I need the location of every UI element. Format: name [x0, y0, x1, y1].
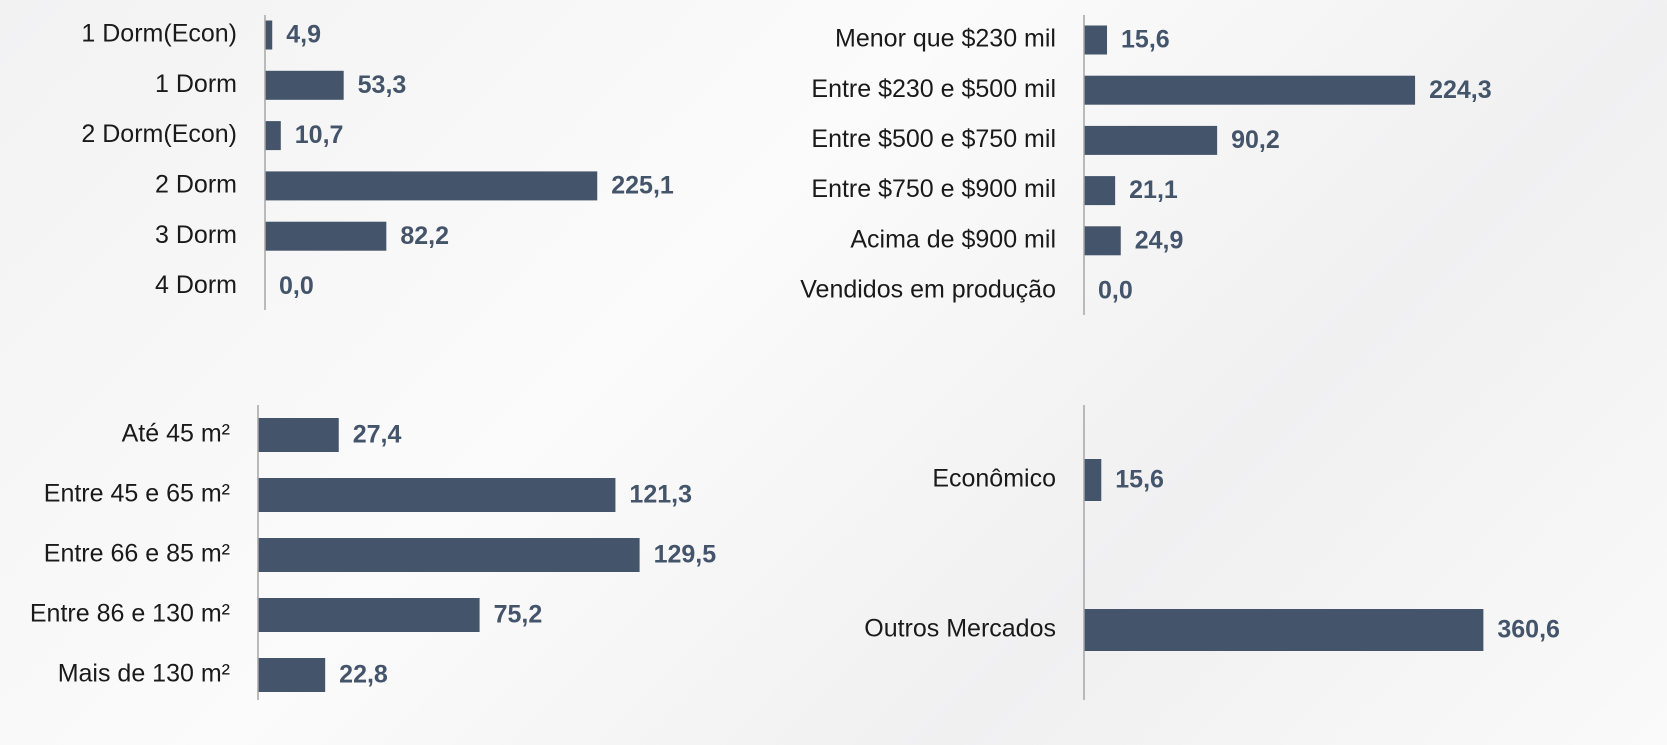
bar — [258, 538, 640, 572]
category-label: Menor que $230 mil — [835, 25, 1056, 53]
value-label: 121,3 — [629, 481, 692, 509]
category-label: Outros Mercados — [864, 615, 1056, 643]
value-label: 82,2 — [400, 222, 449, 250]
bar — [265, 70, 344, 100]
bar — [1084, 125, 1218, 155]
category-label: 2 Dorm — [155, 171, 237, 199]
value-label: 24,9 — [1135, 226, 1184, 254]
value-label: 53,3 — [358, 71, 407, 99]
category-label: Entre 86 e 130 m² — [30, 600, 230, 628]
category-label: Entre $750 e $900 mil — [811, 175, 1056, 203]
value-label: 22,8 — [339, 661, 388, 689]
bar — [258, 598, 480, 632]
category-label: 4 Dorm — [155, 271, 237, 299]
bar — [1084, 609, 1484, 651]
value-label: 360,6 — [1497, 616, 1560, 644]
category-label: 1 Dorm — [155, 70, 237, 98]
category-label: Entre 45 e 65 m² — [44, 480, 230, 508]
value-label: 15,6 — [1115, 466, 1164, 494]
bar — [265, 171, 598, 201]
category-label: 2 Dorm(Econ) — [81, 120, 237, 148]
value-label: 0,0 — [1098, 277, 1133, 305]
bar — [1084, 25, 1108, 55]
value-label: 0,0 — [279, 272, 314, 300]
bar — [258, 478, 616, 512]
bar — [258, 418, 339, 452]
value-label: 15,6 — [1121, 26, 1170, 54]
category-label: Entre 66 e 85 m² — [44, 540, 230, 568]
value-label: 225,1 — [611, 172, 674, 200]
value-label: 224,3 — [1429, 76, 1492, 104]
bar — [1084, 459, 1102, 501]
value-label: 4,9 — [286, 21, 321, 49]
category-label: Entre $500 e $750 mil — [811, 125, 1056, 153]
bar — [1084, 75, 1416, 105]
category-label: 3 Dorm — [155, 221, 237, 249]
bar — [1084, 226, 1121, 256]
category-label: Acima de $900 mil — [850, 225, 1056, 253]
bar — [258, 658, 326, 692]
value-label: 129,5 — [654, 541, 717, 569]
category-label: Mais de 130 m² — [58, 660, 230, 688]
value-label: 27,4 — [353, 421, 402, 449]
category-label: Vendidos em produção — [800, 276, 1056, 304]
value-label: 10,7 — [295, 121, 344, 149]
category-label: Entre $230 e $500 mil — [811, 75, 1056, 103]
value-label: 75,2 — [494, 601, 543, 629]
bar — [265, 121, 281, 151]
bar — [265, 221, 387, 251]
category-label: 1 Dorm(Econ) — [81, 20, 237, 48]
category-label: Até 45 m² — [122, 420, 230, 448]
category-label: Econômico — [932, 465, 1056, 493]
value-label: 21,1 — [1129, 176, 1178, 204]
bar — [265, 20, 273, 50]
value-label: 90,2 — [1231, 126, 1280, 154]
bar — [1084, 176, 1116, 206]
